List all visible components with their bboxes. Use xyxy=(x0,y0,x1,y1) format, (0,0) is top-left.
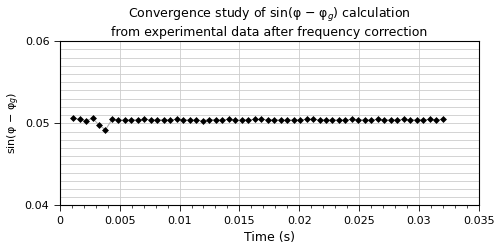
X-axis label: Time (s): Time (s) xyxy=(244,232,295,244)
Y-axis label: sin(φ − φ$_g$): sin(φ − φ$_g$) xyxy=(6,92,22,154)
Title: Convergence study of sin(φ − φ$_g$) calculation
from experimental data after fre: Convergence study of sin(φ − φ$_g$) calc… xyxy=(111,6,428,38)
